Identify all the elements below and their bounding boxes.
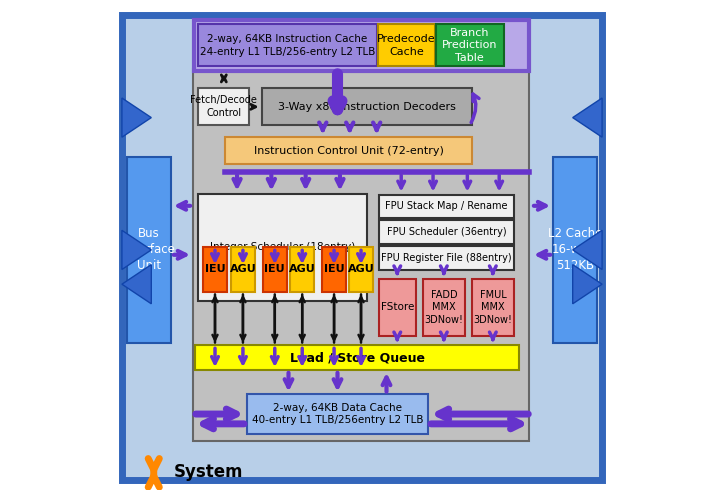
Text: 2-way, 64KB Instruction Cache
24-entry L1 TLB/256-entry L2 TLB: 2-way, 64KB Instruction Cache 24-entry L… — [200, 34, 375, 56]
Bar — [195, 345, 519, 370]
Bar — [436, 24, 504, 66]
Text: FADD
MMX
3DNow!: FADD MMX 3DNow! — [425, 290, 463, 325]
Polygon shape — [122, 230, 151, 270]
Text: System: System — [173, 464, 243, 481]
Bar — [193, 69, 529, 441]
Bar — [231, 247, 255, 292]
Text: Fetch/Decode
Control: Fetch/Decode Control — [190, 96, 257, 118]
Bar — [349, 247, 374, 292]
Text: 2-way, 64KB Data Cache
40-entry L1 TLB/256entry L2 TLB: 2-way, 64KB Data Cache 40-entry L1 TLB/2… — [252, 403, 424, 425]
Text: IEU: IEU — [324, 265, 345, 274]
Text: FMUL
MMX
3DNow!: FMUL MMX 3DNow! — [473, 290, 513, 325]
Bar — [247, 394, 428, 434]
Text: Integer Scheduler (18entry): Integer Scheduler (18entry) — [210, 243, 355, 252]
Text: AGU: AGU — [289, 265, 316, 274]
Bar — [195, 20, 529, 71]
Text: FStore: FStore — [381, 302, 414, 313]
Bar — [203, 247, 227, 292]
Bar — [424, 279, 465, 336]
Bar — [379, 279, 416, 336]
Text: Bus
Interface
Unit: Bus Interface Unit — [122, 227, 175, 272]
Text: IEU: IEU — [264, 265, 285, 274]
Bar — [127, 157, 171, 343]
Bar — [198, 88, 249, 125]
Bar — [193, 22, 529, 69]
Text: 3-Way x86 Instruction Decoders: 3-Way x86 Instruction Decoders — [278, 101, 456, 112]
Bar — [379, 246, 514, 270]
Bar — [290, 247, 314, 292]
Polygon shape — [122, 265, 151, 304]
Bar — [379, 220, 514, 244]
Bar — [472, 279, 514, 336]
Text: Predecode
Cache: Predecode Cache — [377, 34, 436, 56]
Text: FPU Scheduler (36entry): FPU Scheduler (36entry) — [387, 227, 506, 237]
Bar — [322, 247, 346, 292]
Text: AGU: AGU — [348, 265, 374, 274]
Bar — [224, 137, 472, 164]
Text: AGU: AGU — [230, 265, 256, 274]
Bar — [379, 195, 514, 218]
Polygon shape — [573, 230, 602, 270]
Bar — [198, 24, 376, 66]
Text: FPU Register File (88entry): FPU Register File (88entry) — [382, 253, 512, 263]
Polygon shape — [573, 265, 602, 304]
Polygon shape — [122, 98, 151, 137]
Text: Instruction Control Unit (72-entry): Instruction Control Unit (72-entry) — [253, 146, 444, 156]
Polygon shape — [573, 98, 602, 137]
Text: Load / Store Queue: Load / Store Queue — [290, 351, 424, 364]
Text: Branch
Prediction
Table: Branch Prediction Table — [442, 28, 497, 63]
Text: IEU: IEU — [205, 265, 225, 274]
Text: L2 Cache
16-way,
512KB: L2 Cache 16-way, 512KB — [548, 227, 602, 272]
Text: FPU Stack Map / Rename: FPU Stack Map / Rename — [385, 201, 508, 211]
Bar — [198, 194, 367, 301]
Bar — [261, 88, 472, 125]
Bar — [263, 247, 287, 292]
Bar — [553, 157, 597, 343]
Bar — [378, 24, 434, 66]
